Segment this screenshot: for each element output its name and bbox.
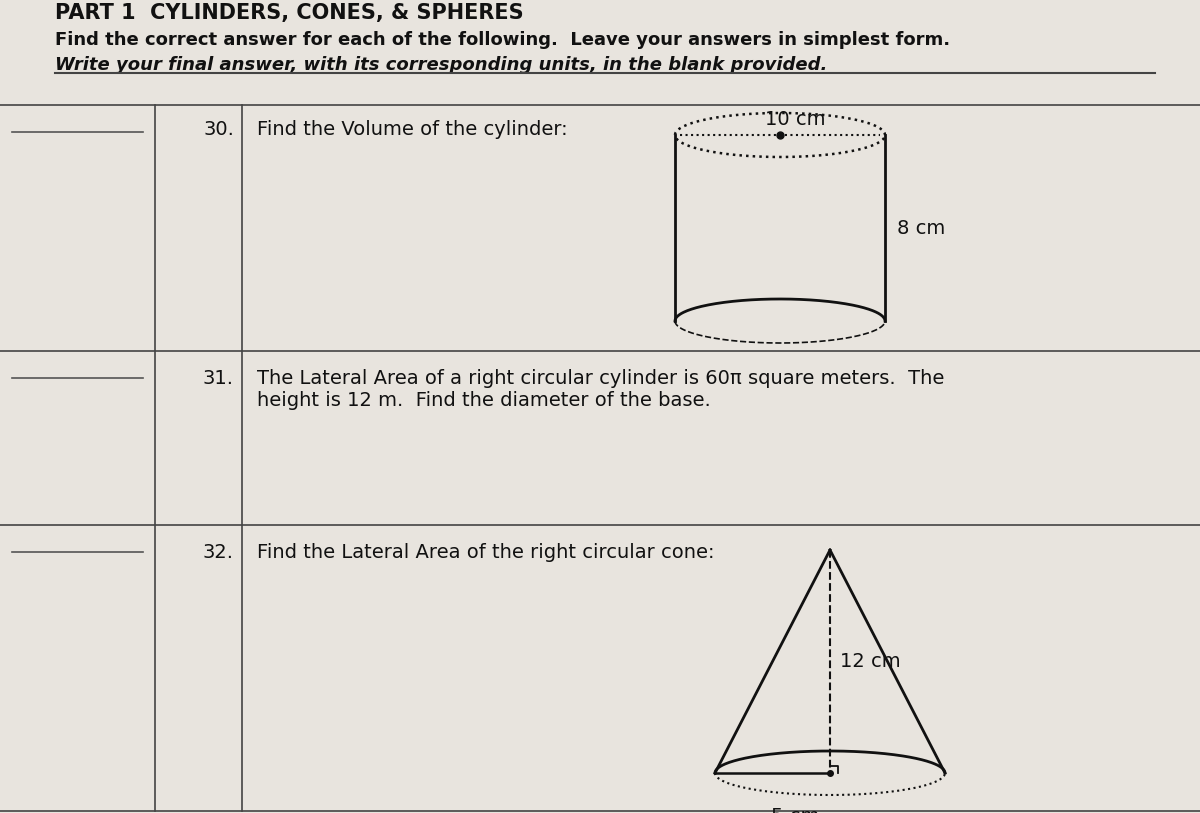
Text: 8 cm: 8 cm [896, 219, 946, 237]
Text: PART 1  CYLINDERS, CONES, & SPHERES: PART 1 CYLINDERS, CONES, & SPHERES [55, 3, 523, 23]
Text: Find the Volume of the cylinder:: Find the Volume of the cylinder: [257, 120, 568, 139]
Text: Find the correct answer for each of the following.  Leave your answers in simple: Find the correct answer for each of the … [55, 31, 950, 49]
Text: 5 cm: 5 cm [772, 807, 820, 813]
Text: Find the Lateral Area of the right circular cone:: Find the Lateral Area of the right circu… [257, 543, 714, 562]
Text: 32.: 32. [203, 543, 234, 562]
Text: 10 cm: 10 cm [764, 110, 826, 129]
Text: Write your final answer, with its corresponding units, in the blank provided.: Write your final answer, with its corres… [55, 56, 827, 74]
Text: 12 cm: 12 cm [840, 652, 901, 671]
Text: The Lateral Area of a right circular cylinder is 60π square meters.  The
height : The Lateral Area of a right circular cyl… [257, 369, 944, 410]
Text: 31.: 31. [203, 369, 234, 388]
Text: 30.: 30. [203, 120, 234, 139]
